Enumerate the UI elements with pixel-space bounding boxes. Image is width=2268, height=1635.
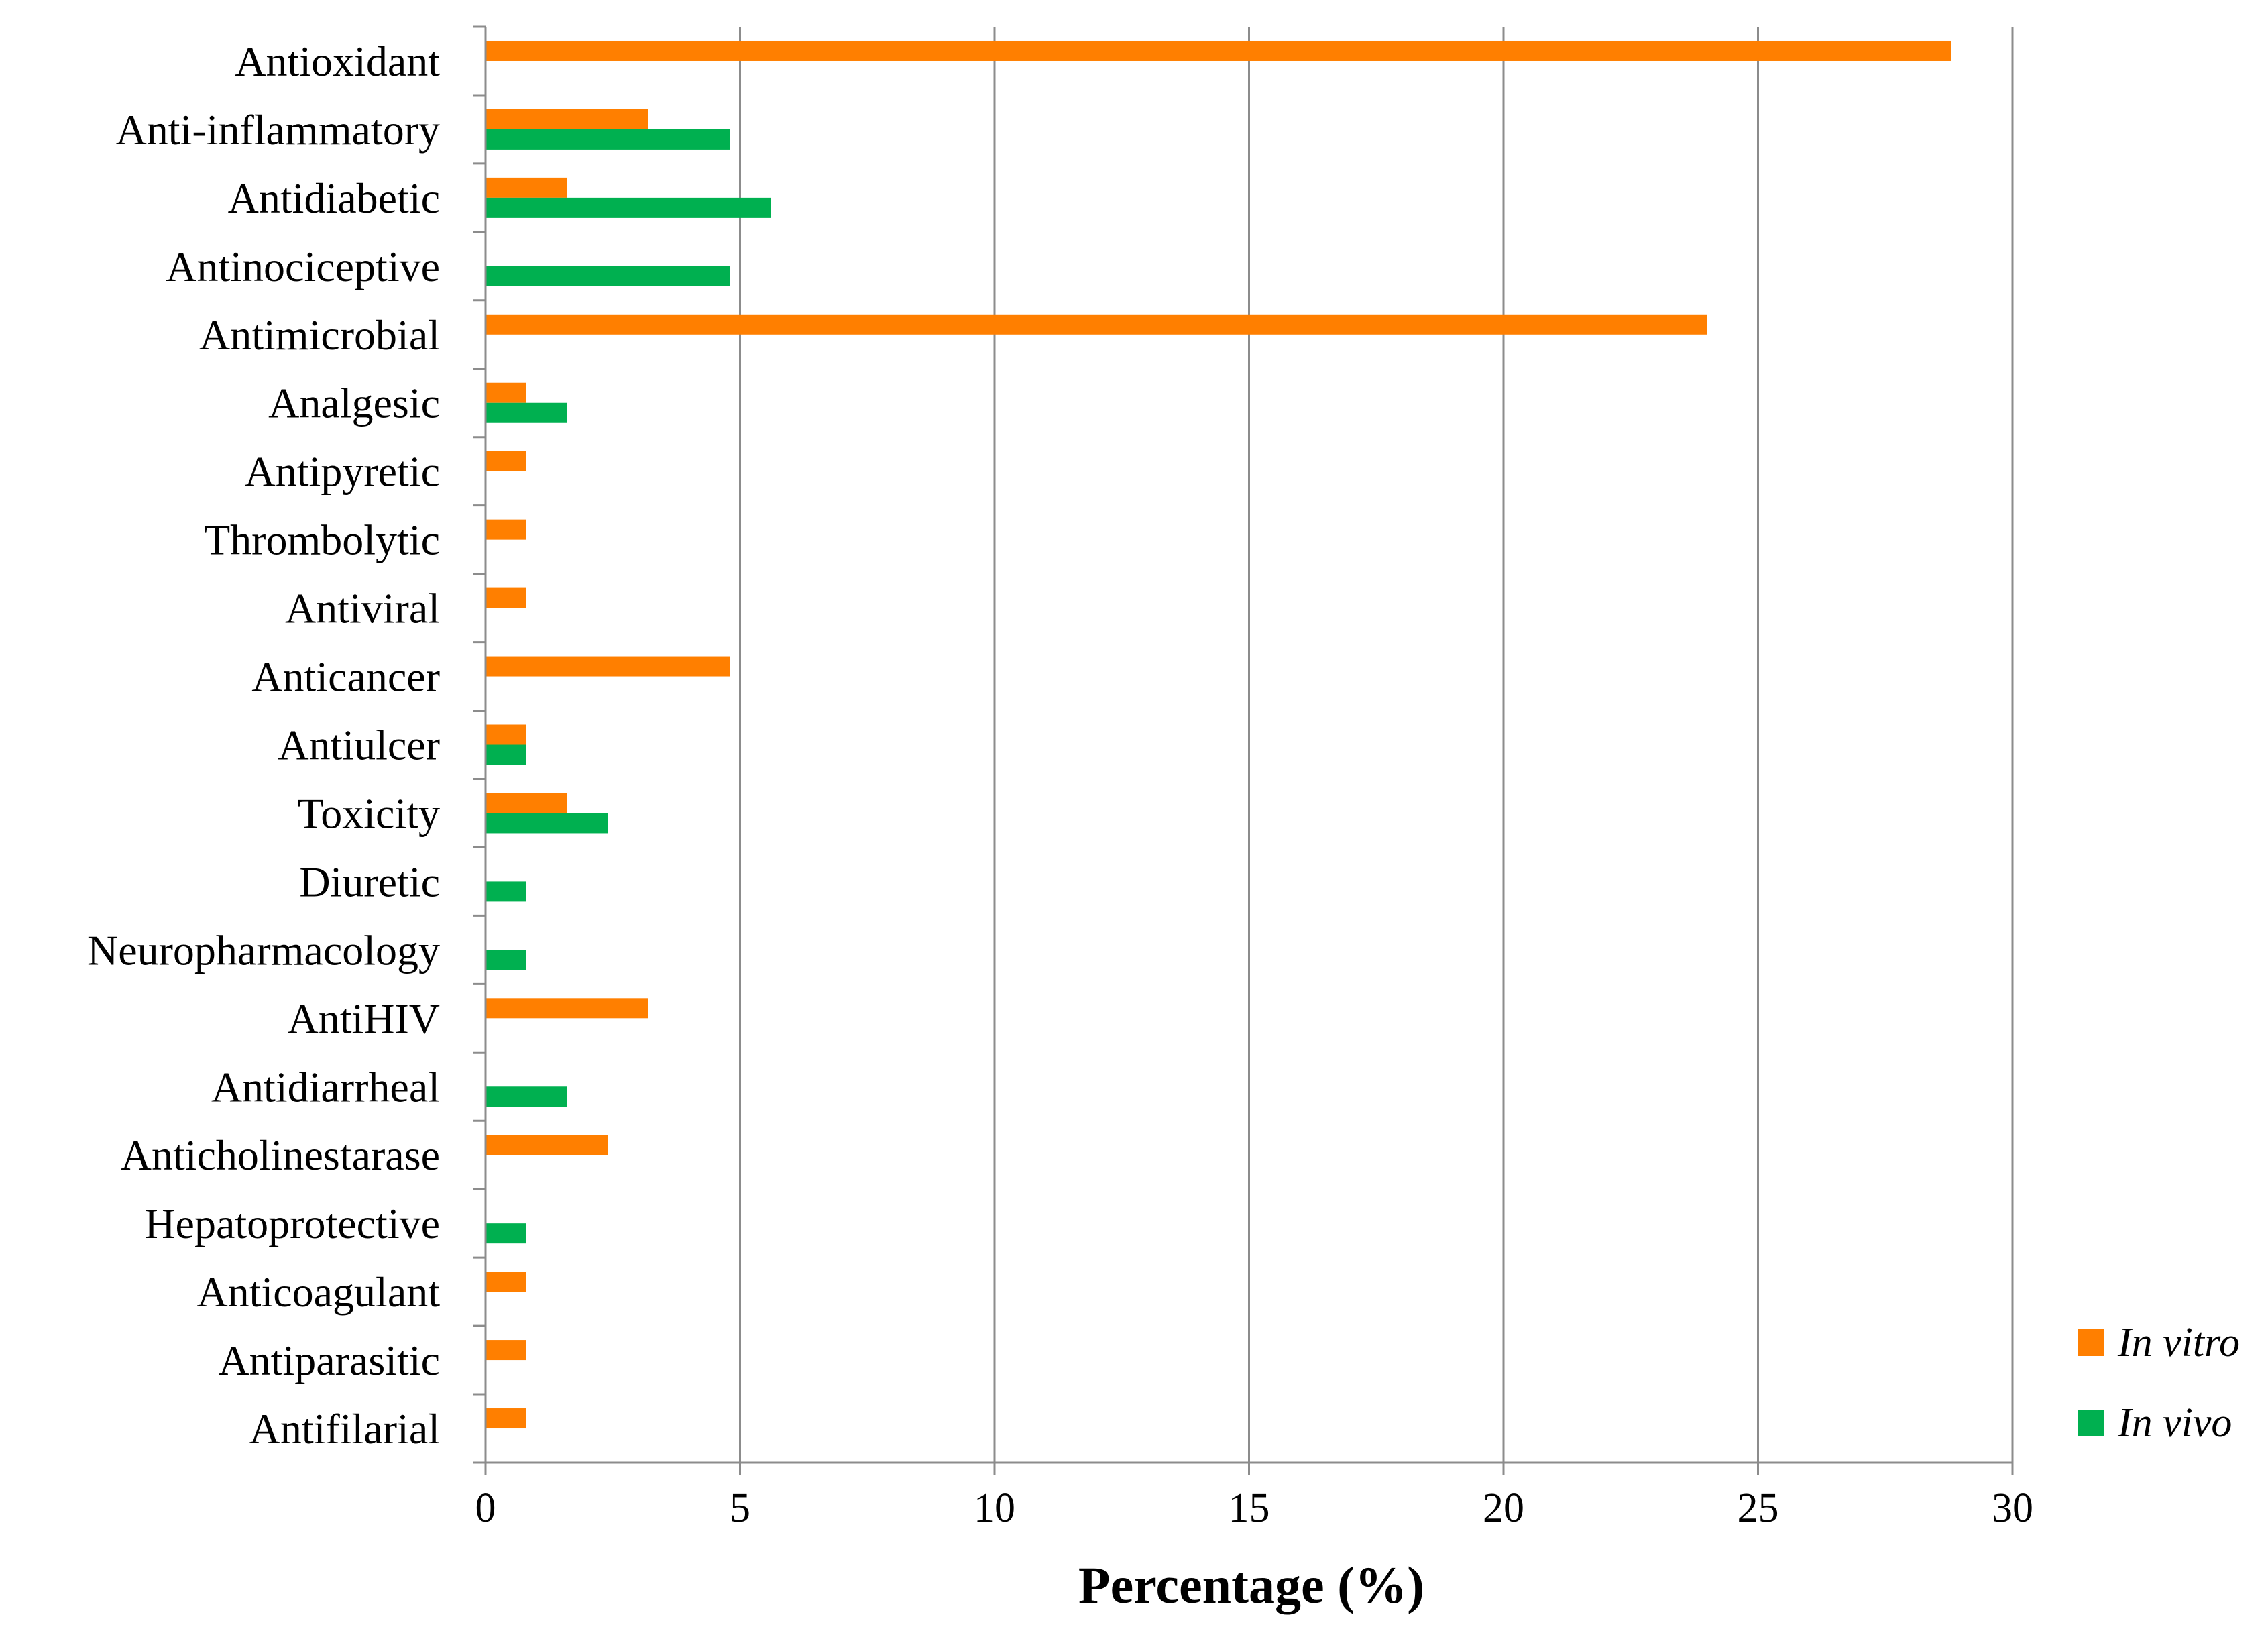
x-tick-label: 30 [1992,1485,2033,1531]
bar-in-vivo [486,744,526,765]
bar-in-vitro [486,1340,526,1361]
category-label: Analgesic [268,380,440,427]
category-label: Antidiarrheal [211,1063,440,1111]
bar-in-vivo [486,197,771,218]
legend-swatch [2078,1329,2104,1356]
labels: 0 5 10 15 20 25 30 Antioxidant Anti-inflammatory… [87,38,2033,1531]
category-label: Diuretic [299,858,440,905]
gridlines [739,27,2014,1463]
category-label: Anticancer [251,653,440,701]
category-label: Antipyretic [245,448,440,496]
bar-in-vitro [486,519,526,540]
category-label: Antimicrobial [199,311,440,359]
category-label: Antidiabetic [228,174,440,222]
legend-label: In vivo [2117,1400,2232,1446]
bars [486,40,1951,1429]
bar-in-vivo [486,1086,567,1107]
category-label: AntiHIV [287,995,440,1042]
bar-in-vitro [486,40,1951,61]
legend: In vitro In vivo [2078,1320,2240,1446]
x-tick-label: 25 [1738,1485,1779,1531]
bar-in-vitro [486,656,730,677]
bar-in-vitro [486,1135,608,1155]
bar-in-vitro [486,177,567,198]
category-label: Thrombolytic [204,516,440,564]
bar-in-vivo [486,266,730,286]
bar-in-vivo [486,950,526,970]
bar-in-vitro [486,382,526,403]
x-tick-label: 5 [730,1485,750,1531]
bar-in-vitro [486,793,567,813]
bar-in-vivo [486,129,730,150]
x-axis-title: Percentage (%) [1078,1556,1424,1614]
category-label: Anticholinestarase [121,1131,440,1179]
legend-swatch [2078,1410,2104,1436]
category-label: Antifilarial [249,1405,440,1453]
bar-in-vitro [486,1408,526,1429]
x-tick-label: 10 [974,1485,1015,1531]
category-label: Antiviral [285,585,440,632]
category-label: Anti-inflammatory [116,106,440,154]
bar-in-vivo [486,813,608,834]
axes [473,25,2014,1475]
category-label: Toxicity [298,789,440,837]
bar-in-vivo [486,881,526,902]
category-label: Hepatoprotective [144,1200,440,1247]
x-tick-label: 15 [1229,1485,1270,1531]
category-label: Anticoagulant [196,1268,440,1316]
legend-label: In vitro [2117,1320,2240,1365]
bar-in-vivo [486,402,567,423]
category-label: Antioxidant [235,38,440,85]
x-tick-label: 0 [475,1485,496,1531]
bar-in-vitro [486,451,526,471]
category-label: Neuropharmacology [87,926,440,974]
bar-in-vivo [486,1223,526,1244]
category-label: Antiparasitic [218,1337,440,1384]
bar-in-vitro [486,1272,526,1292]
bar-in-vitro [486,998,648,1019]
x-tick-label: 20 [1483,1485,1524,1531]
bar-in-vitro [486,724,526,745]
category-label: Antiulcer [278,722,440,769]
category-label: Antinociceptive [166,243,440,290]
bar-in-vitro [486,587,526,608]
bar-in-vitro [486,314,1707,335]
bar-in-vitro [486,109,648,129]
